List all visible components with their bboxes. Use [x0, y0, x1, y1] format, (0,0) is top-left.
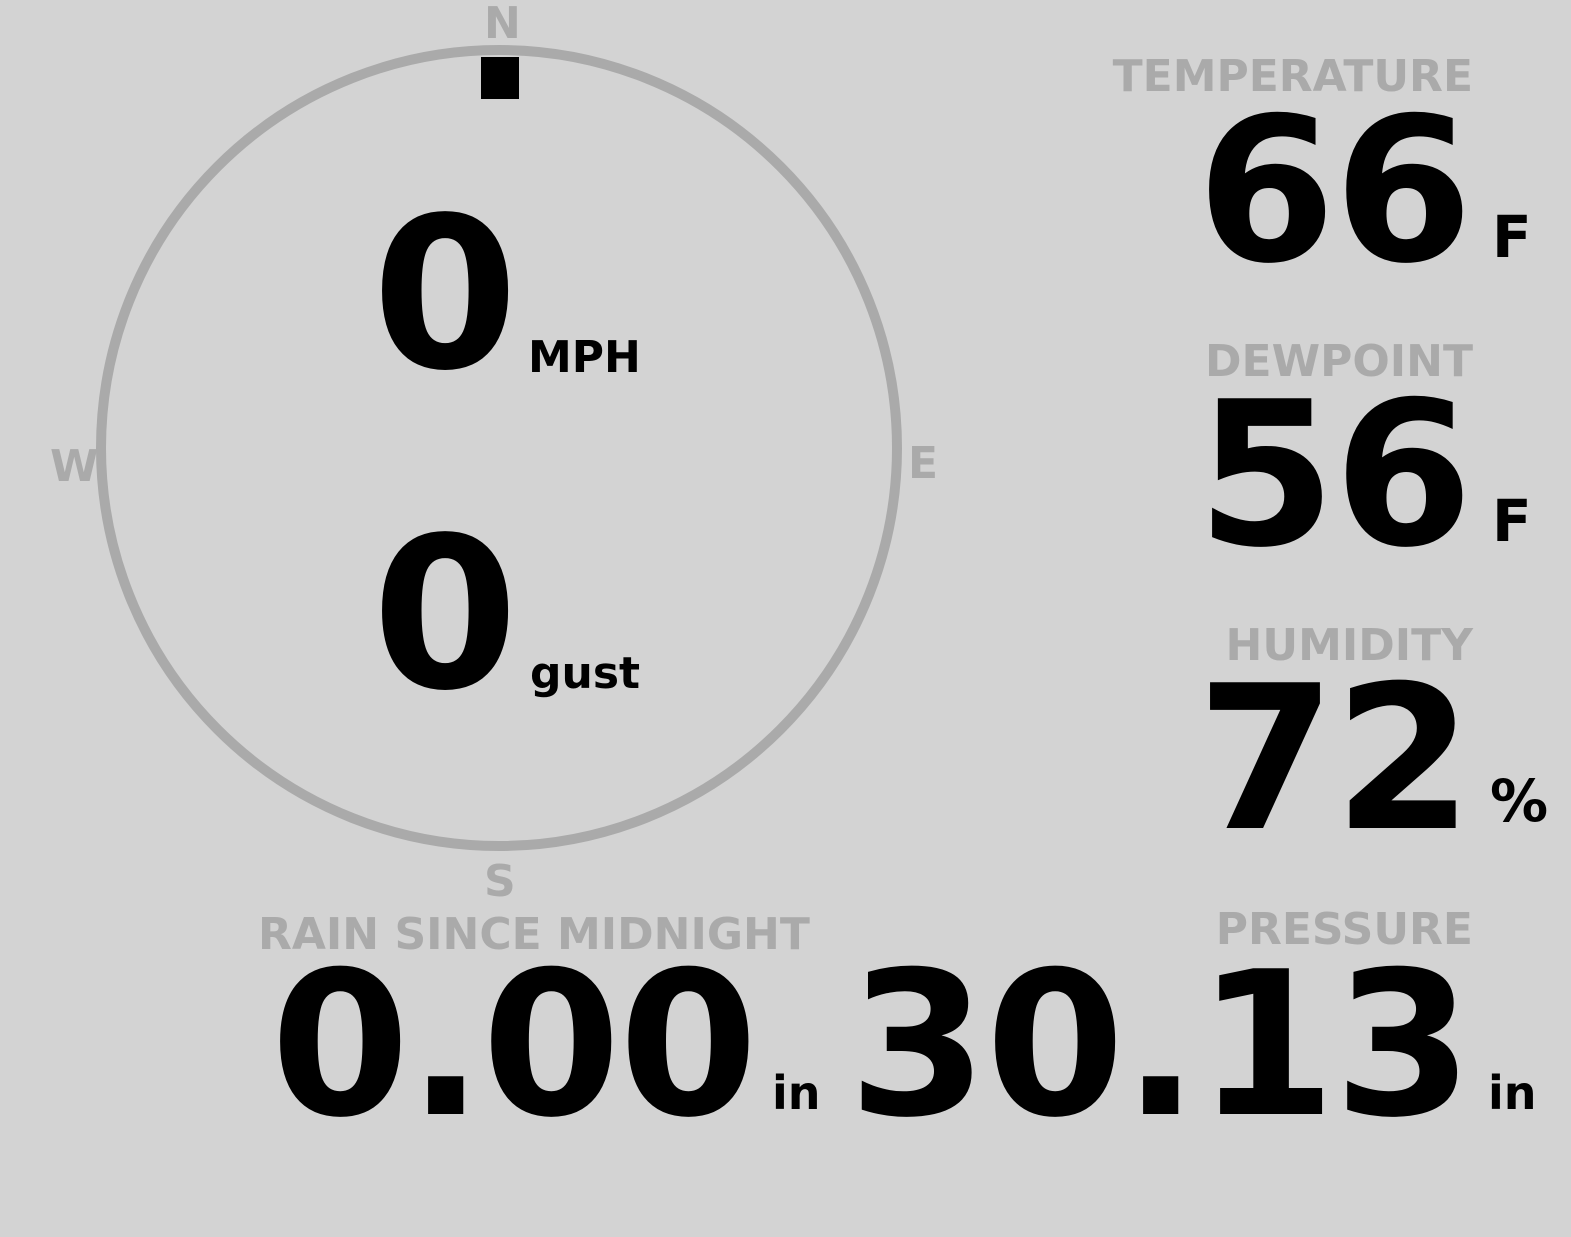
temperature-unit: F — [1492, 203, 1532, 271]
dewpoint-unit: F — [1492, 487, 1532, 555]
cardinal-e: E — [908, 438, 939, 489]
dewpoint-value: 56 — [1196, 359, 1473, 592]
wind-compass — [96, 45, 902, 851]
cardinal-n: N — [484, 0, 521, 49]
wind-direction-marker — [481, 57, 519, 99]
rain-label: RAIN SINCE MIDNIGHT — [258, 909, 810, 960]
cardinal-s: S — [484, 856, 516, 907]
pressure-label: PRESSURE — [1215, 904, 1473, 955]
humidity-unit: % — [1490, 767, 1549, 835]
wind-speed-value: 0 — [372, 172, 518, 417]
temperature-value: 66 — [1196, 75, 1473, 308]
cardinal-w: W — [50, 441, 99, 492]
pressure-value: 30.13 — [848, 929, 1473, 1162]
wind-gust-unit: gust — [530, 648, 641, 699]
temperature-label: TEMPERATURE — [1112, 51, 1473, 102]
rain-value: 0.00 — [270, 929, 758, 1162]
rain-unit: in — [772, 1066, 821, 1120]
compass-ring — [96, 45, 902, 851]
wind-speed-unit: MPH — [528, 332, 641, 383]
wind-gust-value: 0 — [372, 492, 518, 737]
dewpoint-label: DEWPOINT — [1205, 336, 1473, 387]
pressure-unit: in — [1488, 1066, 1537, 1120]
humidity-label: HUMIDITY — [1225, 620, 1473, 671]
humidity-value: 72 — [1196, 643, 1473, 876]
